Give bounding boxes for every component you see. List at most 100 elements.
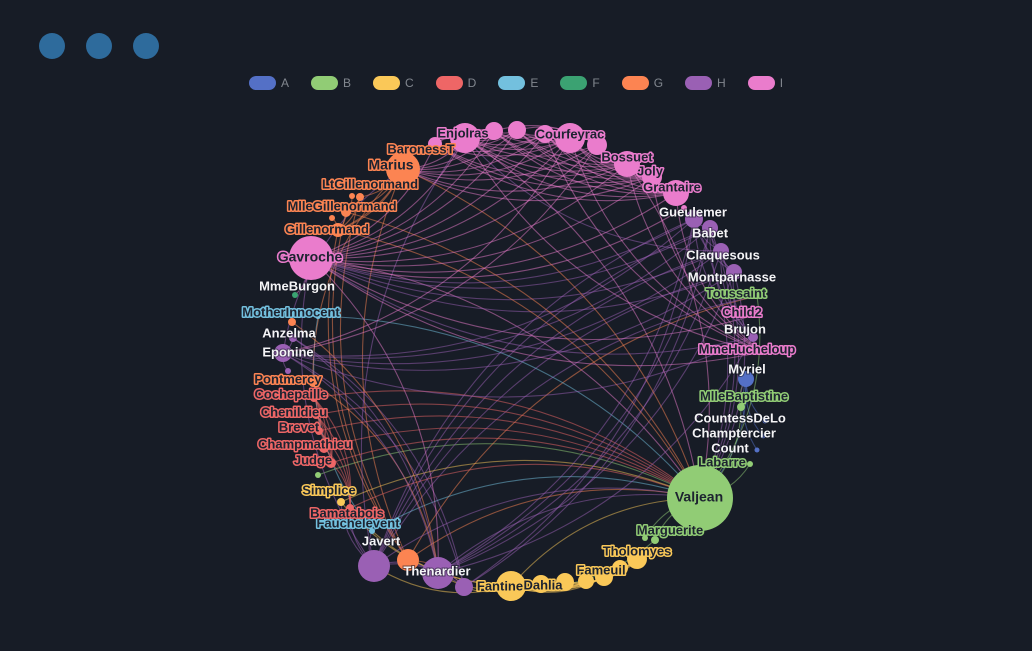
legend-item-E[interactable]: E [498,76,538,90]
graph-node-mllegillenormand[interactable] [341,207,351,217]
graph-node-babet[interactable] [702,220,718,236]
graph-node[interactable] [587,135,607,155]
graph-node-judge[interactable] [326,458,336,468]
graph-node-fantine[interactable] [496,571,526,601]
graph-node-count[interactable] [754,447,760,453]
graph-edge [437,271,735,574]
graph-node[interactable] [612,560,628,576]
graph-edge [282,227,711,359]
graph-node[interactable] [397,549,419,571]
graph-node-marguerite[interactable] [651,536,659,544]
graph-node-baronesst[interactable] [407,145,417,155]
graph-node-cochepaille[interactable] [310,394,318,402]
graph-edge [310,257,701,499]
legend-item-F[interactable]: F [560,76,600,90]
legend-item-A[interactable]: A [248,76,289,90]
node-label: Thenardier [403,564,470,579]
legend-swatch-F [560,76,588,90]
graph-node-fauchelevent[interactable] [369,528,375,534]
graph-node-labarre[interactable] [747,461,753,467]
graph-node-gillenormand[interactable] [331,223,345,237]
graph-node-brujon[interactable] [748,332,758,342]
graph-node-javert[interactable] [358,550,390,582]
graph-node[interactable] [285,368,291,374]
graph-node-toussaint[interactable] [754,293,760,299]
graph-node-anzelma[interactable] [289,334,297,342]
graph-edge [340,459,701,503]
graph-node-gavroche[interactable] [289,236,333,280]
graph-edge [291,321,439,574]
graph-node-bossuet[interactable] [614,151,640,177]
graph-edge [310,257,735,313]
graph-node-fameuil[interactable] [595,568,613,586]
graph-node-pontmercy[interactable] [309,379,317,387]
graph-node-chenildieu[interactable] [312,411,320,419]
graph-node-thenardier[interactable] [422,557,454,589]
graph-node[interactable] [556,573,574,591]
graph-node[interactable] [428,137,442,151]
graph-node[interactable] [485,122,503,140]
window-dot[interactable] [133,33,159,59]
graph-node[interactable] [681,205,687,211]
graph-node-mmeburgon[interactable] [292,292,298,298]
graph-node-champtercier[interactable] [760,433,766,439]
graph-node-grantaire[interactable] [663,180,689,206]
legend-label: E [530,76,539,90]
node-label: Grantaire [643,180,701,195]
graph-node-motherinnocent[interactable] [315,313,321,319]
window-dot[interactable] [39,33,65,59]
node-label: Marius [368,157,413,173]
graph-node-marius[interactable] [386,152,420,186]
window-dot[interactable] [86,33,112,59]
graph-node-tholomyes[interactable] [627,549,647,569]
graph-node[interactable] [288,318,296,326]
graph-node-ltgillenormand[interactable] [356,193,364,201]
graph-node-enjolras[interactable] [450,123,480,153]
graph-node-courfeyrac[interactable] [555,123,585,153]
graph-node[interactable] [536,125,554,143]
graph-node-valjean[interactable] [667,465,733,531]
node-label: Gavroche [278,249,343,265]
graph-edge [569,137,763,353]
graph-node-dahlia[interactable] [532,575,550,593]
graph-node-joly[interactable] [642,167,662,187]
graph-edge [282,144,598,354]
graph-node-mmehucheloup[interactable] [759,349,765,355]
graph-node-bamatabois[interactable] [346,504,354,512]
legend-item-H[interactable]: H [685,76,726,90]
graph-node[interactable] [315,472,321,478]
legend-swatch-E [498,76,526,90]
graph-node-simplice[interactable] [337,498,345,506]
graph-node-child2[interactable] [752,312,758,318]
legend-item-D[interactable]: D [435,76,476,90]
graph-edge [310,257,763,367]
graph-node-champmathieu[interactable] [319,443,329,453]
node-label: Fauchelevent [316,516,400,531]
graph-node[interactable] [642,535,648,541]
graph-edge [317,443,701,499]
graph-node-eponine[interactable] [274,344,292,362]
graph-node-brevet[interactable] [315,427,323,435]
graph-edge [434,143,677,202]
legend-item-C[interactable]: C [372,76,414,90]
graph-node-myriel[interactable] [738,371,754,387]
graph-node[interactable] [349,193,355,199]
graph-node[interactable] [455,578,473,596]
graph-node[interactable] [329,215,335,221]
graph-node-gueulemer[interactable] [685,210,703,228]
graph-node[interactable] [578,573,594,589]
graph-edge [373,295,758,567]
graph-edge [516,129,628,166]
graph-node-claquesous[interactable] [713,243,729,259]
node-label: Bamatabois [310,506,384,521]
graph-node[interactable] [508,121,526,139]
graph-node-mllebaptistine[interactable] [737,403,745,411]
legend-item-G[interactable]: G [621,76,663,90]
graph-node-countessdelo[interactable] [762,418,768,424]
legend-item-I[interactable]: I [747,76,783,90]
legend-item-B[interactable]: B [310,76,351,90]
node-label: Eponine [262,345,313,360]
node-label: Fameuil [576,563,625,578]
graph-node-montparnasse[interactable] [726,264,742,280]
